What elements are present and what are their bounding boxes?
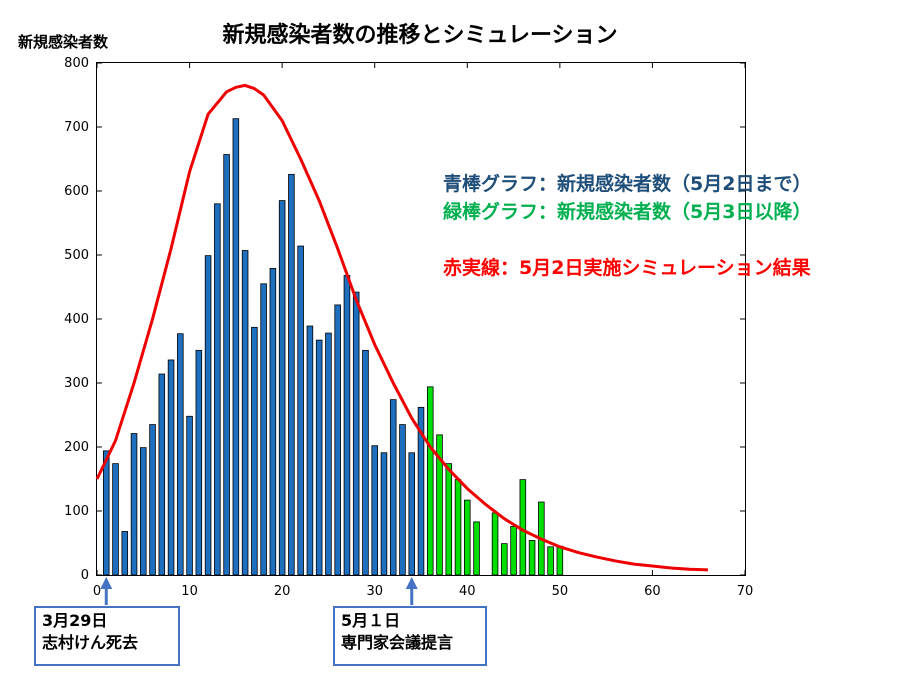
bar-blue — [334, 304, 341, 576]
y-tick-label: 700 — [64, 120, 89, 135]
y-tick-label: 600 — [64, 184, 89, 199]
bar-blue — [130, 433, 138, 576]
y-tick-label: 500 — [64, 248, 89, 263]
bar-blue — [112, 463, 119, 576]
bar-blue — [269, 268, 277, 576]
y-tick-label: 400 — [64, 312, 89, 327]
bar-green — [426, 386, 434, 576]
bar-blue — [399, 424, 406, 576]
bar-blue — [417, 406, 425, 576]
bar-green — [445, 463, 453, 576]
bar-blue — [204, 255, 212, 576]
bar-blue — [315, 339, 323, 576]
bar-blue — [278, 200, 286, 576]
bar-blue — [214, 203, 221, 576]
bar-green — [454, 479, 462, 576]
x-tick-label: 20 — [274, 584, 291, 599]
x-tick-label: 70 — [737, 584, 754, 599]
x-tick-label: 10 — [181, 584, 198, 599]
annotation-arrow-head — [405, 577, 418, 589]
bar-blue — [306, 325, 314, 576]
legend-red: 赤実線：5月2日実施シミュレーション結果 — [443, 256, 811, 279]
bar-blue — [232, 118, 240, 576]
bar-blue — [195, 349, 203, 576]
bar-blue — [343, 275, 351, 576]
bar-blue — [380, 452, 388, 576]
bar-blue — [140, 447, 147, 576]
bar-green — [464, 499, 471, 576]
annotation-arrow-head — [100, 577, 113, 589]
bar-blue — [297, 245, 304, 576]
callout-shimura-date: 3月29日 — [42, 611, 108, 630]
y-axis-label: 新規感染者数 — [18, 33, 109, 51]
bar-green — [491, 512, 499, 576]
callout-expert-meeting: 5月１日 専門家会議提言 — [333, 606, 487, 666]
callout-expert-text: 専門家会議提言 — [341, 633, 454, 652]
bar-blue — [288, 173, 295, 576]
bar-green — [556, 545, 564, 576]
bar-blue — [408, 452, 416, 576]
legend-blue: 青棒グラフ：新規感染者数（5月2日まで） — [443, 172, 811, 195]
bar-blue — [371, 445, 378, 576]
y-tick-label: 800 — [64, 56, 89, 71]
x-tick-label: 60 — [644, 584, 661, 599]
y-tick-label: 200 — [64, 440, 89, 455]
simulation-line — [95, 83, 709, 572]
annotation-arrows — [100, 577, 418, 605]
x-tick-label: 50 — [552, 584, 569, 599]
bar-blue — [223, 154, 230, 576]
bar-blue — [362, 349, 369, 576]
x-tick-label: 30 — [366, 584, 383, 599]
bar-green — [501, 543, 508, 576]
bar-green — [528, 540, 536, 576]
y-tick-label: 300 — [64, 376, 89, 391]
y-tick-label: 0 — [81, 568, 89, 583]
bar-green — [547, 546, 554, 576]
bar-blue — [121, 531, 129, 576]
bar-green — [436, 434, 443, 576]
bar-blue — [389, 399, 397, 576]
bar-green — [510, 525, 517, 576]
bar-blue — [352, 291, 360, 576]
bar-blue — [158, 373, 166, 576]
bar-blue — [241, 250, 249, 576]
simulation-line-group — [95, 83, 709, 572]
callout-shimura: 3月29日 志村けん死去 — [34, 606, 180, 666]
legend-green: 緑棒グラフ：新規感染者数（5月3日以降） — [443, 200, 811, 223]
bar-blue — [260, 283, 267, 576]
callout-expert-date: 5月１日 — [341, 611, 401, 630]
bar-green — [473, 521, 480, 576]
x-tick-label: 0 — [93, 584, 101, 599]
chart-title: 新規感染者数の推移とシミュレーション — [222, 22, 617, 48]
bar-blue — [251, 326, 258, 576]
bar-blue — [102, 450, 110, 576]
y-tick-label: 100 — [64, 504, 89, 519]
bar-blue — [149, 424, 156, 576]
plot-frame — [96, 62, 746, 576]
bar-blue — [186, 415, 193, 576]
bar-blue — [325, 332, 332, 576]
callout-shimura-text: 志村けん死去 — [42, 633, 139, 652]
bar-blue — [167, 359, 175, 576]
x-tick-label: 40 — [459, 584, 476, 599]
bar-blue — [177, 333, 184, 576]
